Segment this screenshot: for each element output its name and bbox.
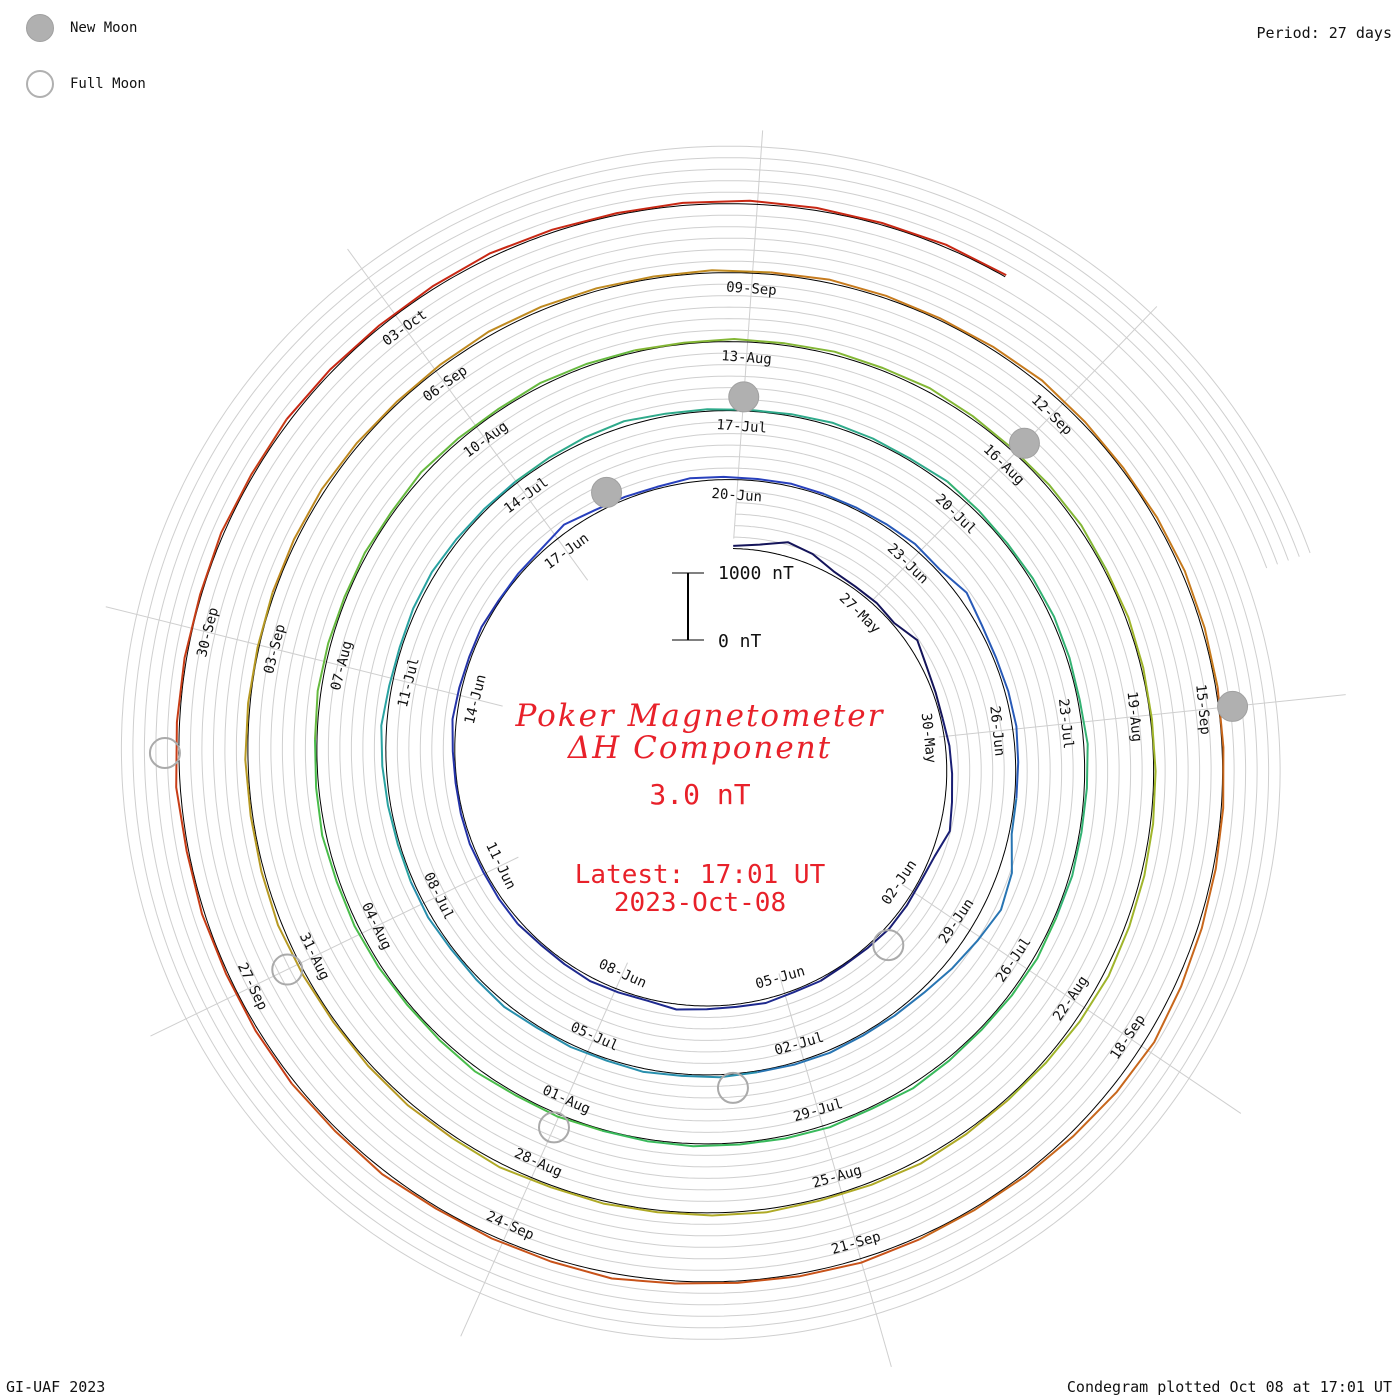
trace-segment (918, 687, 1225, 1241)
date-label: 10-Aug (461, 419, 511, 462)
radial-spoke (105, 606, 503, 707)
date-label: 30-Sep (194, 606, 222, 659)
date-label: 26-Jul (993, 935, 1035, 986)
trace-segment (451, 599, 519, 925)
legend-full-moon: Full Moon (26, 68, 146, 100)
new-moon-marker (728, 381, 760, 413)
date-label: 18-Sep (1107, 1012, 1149, 1063)
credit-label: GI-UAF 2023 (6, 1378, 106, 1396)
date-label: 03-Sep (261, 623, 289, 676)
legend-full-moon-label: Full Moon (70, 76, 146, 92)
date-label: 30-May (918, 712, 939, 764)
date-label: 27-Sep (234, 960, 270, 1012)
trace-segment (244, 592, 453, 1140)
date-label: 15-Sep (1192, 684, 1213, 736)
date-label: 06-Sep (420, 363, 470, 406)
current-value: 3.0 nT (649, 778, 751, 811)
period-label: Period: 27 days (1256, 24, 1392, 42)
date-label: 17-Jun (542, 530, 592, 573)
trace-segment (770, 271, 1219, 688)
date-label: 19-Aug (1124, 691, 1145, 743)
latest-time: Latest: 17:01 UT (574, 860, 826, 890)
latest-date: 2023-Oct-08 (613, 888, 787, 918)
trace-segment (498, 475, 825, 601)
trace-segment (271, 269, 771, 593)
data-trace (175, 199, 1225, 1285)
radial-spoke (938, 694, 1346, 738)
full-moon-marker (271, 953, 304, 986)
plotted-label: Condegram plotted Oct 08 at 17:01 UT (1066, 1378, 1392, 1396)
full-moon-marker (872, 929, 905, 962)
trace-segment (733, 541, 944, 719)
date-label: 21-Sep (830, 1229, 883, 1258)
trace-segment (634, 338, 1108, 571)
trace-segment (291, 1083, 920, 1285)
trace-segment (175, 418, 293, 1085)
chart-title: Poker Magnetometer (515, 698, 885, 734)
trace-segment (1007, 569, 1157, 1101)
moon-markers (148, 381, 1249, 1144)
trace-segment (819, 718, 954, 982)
full-moon-marker (537, 1111, 570, 1144)
full-moon-icon (26, 70, 54, 98)
date-label: 22-Aug (1050, 973, 1092, 1024)
grid-spiral (120, 145, 1311, 1340)
radial-spoke (778, 973, 892, 1367)
date-label: 12-Sep (1028, 392, 1075, 439)
scale-top-label: 1000 nT (718, 563, 794, 584)
grid-spiral (155, 180, 1278, 1306)
trace-segment (946, 480, 1089, 919)
date-label: 27-May (836, 590, 883, 637)
radial-spoke (347, 248, 589, 581)
trace-segment (601, 917, 1058, 1148)
date-label: 09-Sep (726, 279, 778, 299)
date-label: 23-Jul (1055, 698, 1076, 750)
legend-new-moon: New Moon (26, 12, 137, 44)
date-label: 26-Jun (986, 705, 1007, 757)
date-label: 17-Jul (716, 417, 768, 437)
date-label: 14-Jul (501, 474, 551, 517)
grid-spiral (132, 157, 1300, 1329)
full-moon-marker (716, 1071, 749, 1104)
trace-segment (514, 408, 948, 483)
date-label: 07-Aug (328, 639, 356, 692)
radial-spoke (733, 130, 764, 539)
date-label: 20-Jul (932, 491, 979, 538)
new-moon-marker (1008, 427, 1040, 459)
grid-spiral (143, 168, 1289, 1317)
grid-spiral (166, 191, 1268, 1294)
spiral-grid (120, 145, 1311, 1340)
scale-bottom-label: 0 nT (718, 631, 762, 652)
date-label: 03-Oct (380, 307, 430, 350)
trace-segment (517, 923, 821, 1011)
trace-segment (380, 481, 516, 883)
date-label: 23-Jun (884, 541, 931, 588)
trace-segment (757, 798, 1018, 1074)
full-moon-marker (148, 737, 181, 770)
radial-spoke (901, 883, 1242, 1114)
trace-segment (823, 493, 1020, 799)
date-label: 20-Jun (711, 486, 763, 506)
new-moon-icon (26, 14, 54, 42)
radial-spoke (150, 856, 519, 1037)
legend-new-moon-label: New Moon (70, 20, 138, 36)
trace-segment (409, 881, 758, 1079)
trace-segment (314, 349, 635, 740)
trace-segment (314, 739, 603, 1132)
chart-subtitle: ΔH Component (567, 730, 833, 766)
date-label: 13-Aug (721, 348, 773, 368)
trace-segment (285, 199, 1007, 420)
trace-segment (451, 1099, 1009, 1217)
radial-spoke (460, 962, 628, 1337)
new-moon-marker (591, 476, 623, 508)
scale-bar (672, 572, 704, 641)
new-moon-marker (1217, 690, 1249, 722)
